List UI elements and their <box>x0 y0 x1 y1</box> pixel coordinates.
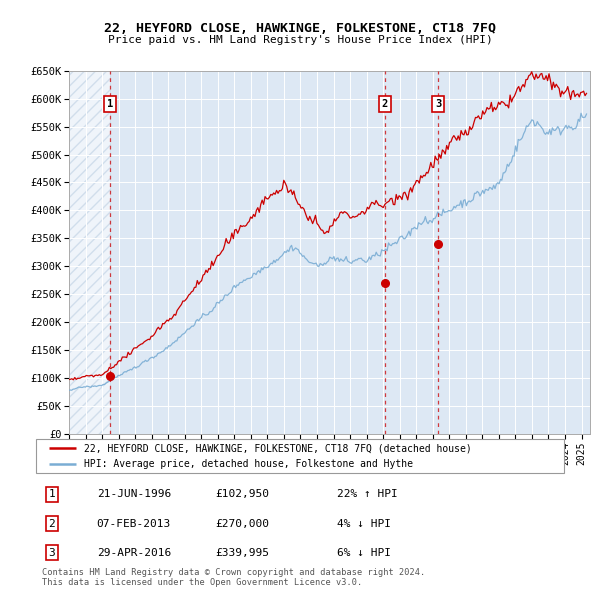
Text: 22, HEYFORD CLOSE, HAWKINGE, FOLKESTONE, CT18 7FQ (detached house): 22, HEYFORD CLOSE, HAWKINGE, FOLKESTONE,… <box>83 443 471 453</box>
Text: 3: 3 <box>435 99 442 109</box>
Text: 07-FEB-2013: 07-FEB-2013 <box>97 519 171 529</box>
Text: £102,950: £102,950 <box>215 489 269 499</box>
Text: 1: 1 <box>49 489 55 499</box>
Text: 2: 2 <box>382 99 388 109</box>
Text: Price paid vs. HM Land Registry's House Price Index (HPI): Price paid vs. HM Land Registry's House … <box>107 35 493 45</box>
Text: £339,995: £339,995 <box>215 548 269 558</box>
Bar <box>69 71 110 434</box>
Text: 21-JUN-1996: 21-JUN-1996 <box>97 489 171 499</box>
Text: £270,000: £270,000 <box>215 519 269 529</box>
Text: 4% ↓ HPI: 4% ↓ HPI <box>337 519 391 529</box>
Text: 22% ↑ HPI: 22% ↑ HPI <box>337 489 398 499</box>
Text: 29-APR-2016: 29-APR-2016 <box>97 548 171 558</box>
Text: 6% ↓ HPI: 6% ↓ HPI <box>337 548 391 558</box>
Text: Contains HM Land Registry data © Crown copyright and database right 2024.
This d: Contains HM Land Registry data © Crown c… <box>42 568 425 587</box>
Text: 22, HEYFORD CLOSE, HAWKINGE, FOLKESTONE, CT18 7FQ: 22, HEYFORD CLOSE, HAWKINGE, FOLKESTONE,… <box>104 22 496 35</box>
Text: 2: 2 <box>49 519 55 529</box>
Text: 3: 3 <box>49 548 55 558</box>
FancyBboxPatch shape <box>36 439 564 473</box>
Text: HPI: Average price, detached house, Folkestone and Hythe: HPI: Average price, detached house, Folk… <box>83 459 413 469</box>
Text: 1: 1 <box>107 99 113 109</box>
